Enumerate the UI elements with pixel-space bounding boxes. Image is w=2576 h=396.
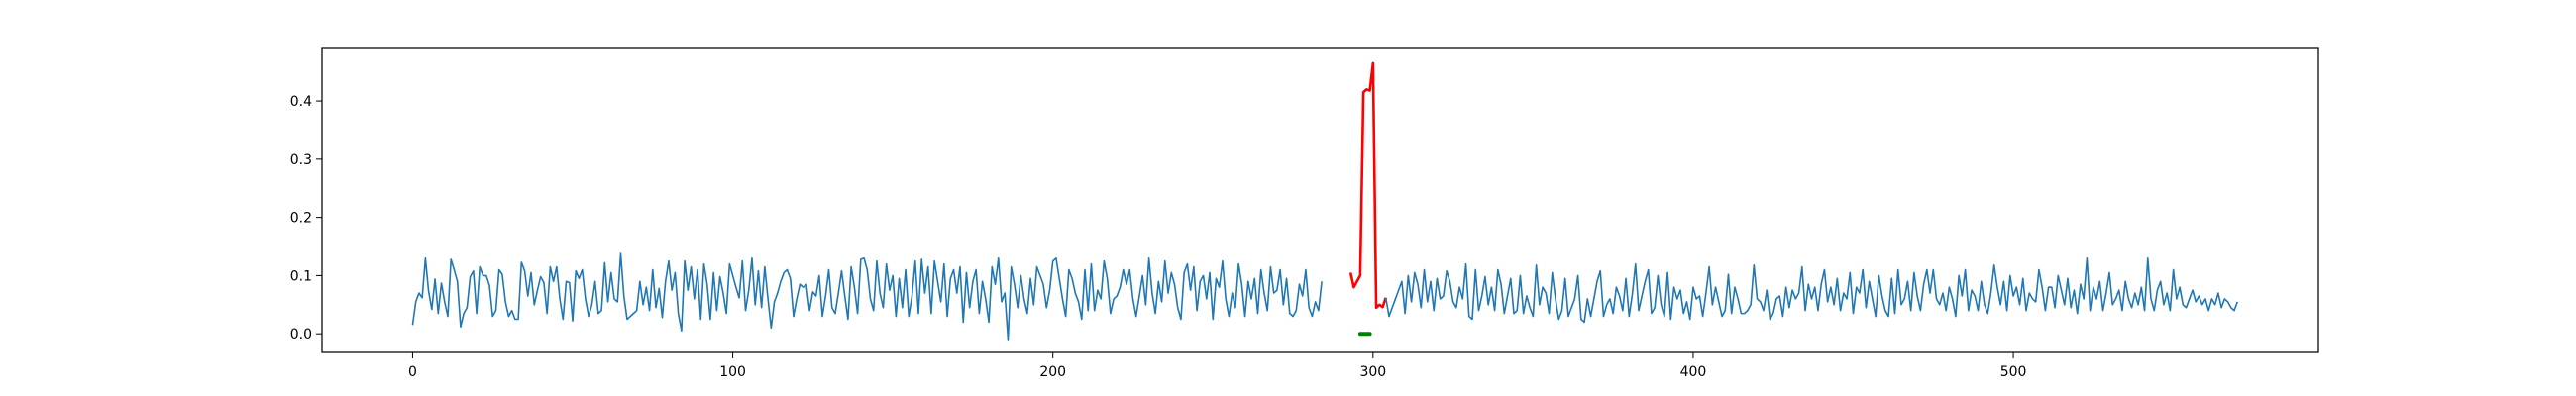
- signal-series-line: [411, 252, 1323, 341]
- x-tick-label: 400: [1680, 364, 1707, 380]
- anomaly-series-line: [1348, 61, 1387, 310]
- x-tick-label: 300: [1359, 364, 1386, 380]
- x-tick-label: 0: [408, 364, 417, 380]
- x-axis: 0 100 200 300 400 500: [408, 352, 2026, 380]
- x-tick-label: 100: [719, 364, 746, 380]
- plot-area: [411, 61, 2239, 341]
- y-tick-label: 0.4: [290, 94, 312, 110]
- x-tick-label: 200: [1039, 364, 1066, 380]
- y-tick-label: 0.0: [290, 327, 312, 343]
- y-tick-label: 0.2: [290, 211, 312, 227]
- y-axis: 0.0 0.1 0.2 0.3 0.4: [290, 94, 322, 343]
- y-tick-label: 0.3: [290, 152, 312, 168]
- axes-frame: [321, 47, 2319, 353]
- y-tick-label: 0.1: [290, 268, 312, 284]
- x-tick-label: 500: [2000, 364, 2027, 380]
- signal-series-line: [1384, 256, 2239, 324]
